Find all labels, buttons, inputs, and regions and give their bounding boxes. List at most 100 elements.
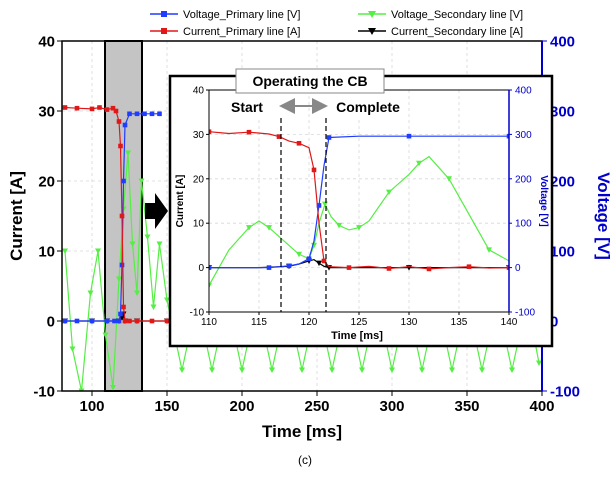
- data-point: [506, 133, 509, 139]
- legend-entry-current-secondary: Current_Secondary line [A]: [358, 26, 523, 38]
- data-point: [536, 360, 542, 366]
- data-point: [266, 265, 272, 270]
- data-point: [209, 265, 212, 270]
- data-point: [286, 263, 292, 269]
- x-tick-label: 100: [79, 398, 104, 415]
- data-point: [209, 129, 212, 135]
- main-y-axis-title: Current [A]: [7, 171, 26, 261]
- y2-tick-label: 100: [550, 243, 575, 260]
- y2-tick-label: 0: [515, 263, 521, 274]
- data-point: [246, 129, 252, 135]
- data-point: [306, 256, 312, 262]
- data-point: [419, 367, 425, 373]
- x-tick-label: 200: [229, 398, 254, 415]
- start-label: Start: [231, 99, 263, 115]
- x-tick-label: 120: [301, 317, 318, 328]
- legend: Voltage_Primary line [V] Current_Primary…: [146, 4, 544, 38]
- x-tick-label: 110: [201, 317, 217, 328]
- data-point: [149, 318, 155, 324]
- x-tick-label: 140: [501, 317, 518, 328]
- data-point: [486, 247, 492, 253]
- complete-label: Complete: [336, 99, 400, 115]
- y-tick-label: 10: [38, 243, 55, 260]
- data-point: [119, 213, 125, 219]
- data-point: [266, 225, 272, 231]
- data-point: [329, 367, 335, 373]
- legend-box: [146, 4, 544, 38]
- y2-tick-label: 400: [550, 33, 575, 50]
- data-point: [296, 140, 302, 146]
- data-point: [246, 225, 252, 231]
- data-point: [150, 304, 157, 310]
- inset-y-axis-title: Current [A]: [175, 175, 186, 228]
- data-point: [110, 385, 116, 391]
- data-point: [62, 318, 68, 324]
- y2-tick-label: 300: [515, 130, 532, 141]
- inset-title: Operating the CB: [252, 73, 367, 89]
- data-point: [118, 311, 123, 317]
- data-point: [134, 111, 140, 117]
- square-marker-icon: [161, 11, 167, 17]
- data-point: [116, 318, 122, 324]
- inset-series: [209, 129, 509, 289]
- data-point: [269, 367, 275, 373]
- data-point: [144, 234, 151, 240]
- data-point: [416, 160, 422, 167]
- data-point: [311, 167, 317, 173]
- y2-tick-label: 400: [515, 86, 532, 97]
- data-point: [356, 225, 362, 231]
- triangle-marker-icon: [368, 11, 376, 18]
- data-point: [134, 290, 140, 296]
- inset-title-box: [235, 68, 385, 94]
- x-tick-label: 115: [251, 317, 267, 328]
- data-point: [359, 367, 365, 373]
- inset-x-ticks: 110 115 120 125 130 135 140: [201, 312, 518, 328]
- y-tick-label: 40: [193, 86, 205, 97]
- data-point: [149, 111, 155, 117]
- data-point: [466, 264, 472, 270]
- y-tick-label: 30: [38, 103, 55, 120]
- data-point: [116, 119, 122, 124]
- data-point: [406, 133, 412, 139]
- x-tick-label: 125: [351, 317, 368, 328]
- legend-label: Current_Primary line [A]: [183, 26, 300, 38]
- data-point: [209, 282, 212, 289]
- data-point: [129, 241, 136, 247]
- data-point: [113, 108, 119, 114]
- y-tick-label: -10: [33, 383, 55, 400]
- data-point: [164, 318, 170, 324]
- data-point: [62, 105, 68, 110]
- data-point: [122, 122, 128, 128]
- x-tick-label: 250: [304, 398, 329, 415]
- y-tick-label: 30: [193, 130, 205, 141]
- data-point: [386, 266, 392, 271]
- square-marker-icon: [161, 28, 167, 34]
- data-point: [121, 304, 126, 310]
- y-tick-label: 20: [193, 174, 205, 185]
- data-point: [326, 135, 332, 140]
- data-point: [127, 111, 132, 117]
- data-point: [122, 318, 128, 324]
- data-point: [62, 248, 68, 254]
- main-x-ticks: 100 150 200 250 300 350 400: [79, 391, 555, 415]
- data-point: [336, 222, 342, 229]
- x-tick-label: 130: [401, 317, 418, 328]
- data-point: [112, 318, 117, 324]
- start-label-box: [218, 95, 276, 119]
- data-point: [74, 318, 80, 324]
- y2-tick-label: 300: [550, 103, 575, 120]
- data-point: [121, 178, 126, 184]
- y-tick-label: 10: [193, 219, 205, 230]
- legend-label: Current_Secondary line [A]: [391, 26, 523, 38]
- main-x-axis-title: Time [ms]: [262, 422, 342, 441]
- y-tick-label: 0: [198, 263, 204, 274]
- data-point: [87, 290, 94, 296]
- data-point: [110, 105, 116, 111]
- data-point: [127, 318, 132, 324]
- data-point: [276, 134, 282, 139]
- main-y-ticks: -10 0 10 20 30 40: [33, 33, 62, 400]
- complete-label-box: [330, 95, 406, 119]
- x-tick-label: 400: [529, 398, 554, 415]
